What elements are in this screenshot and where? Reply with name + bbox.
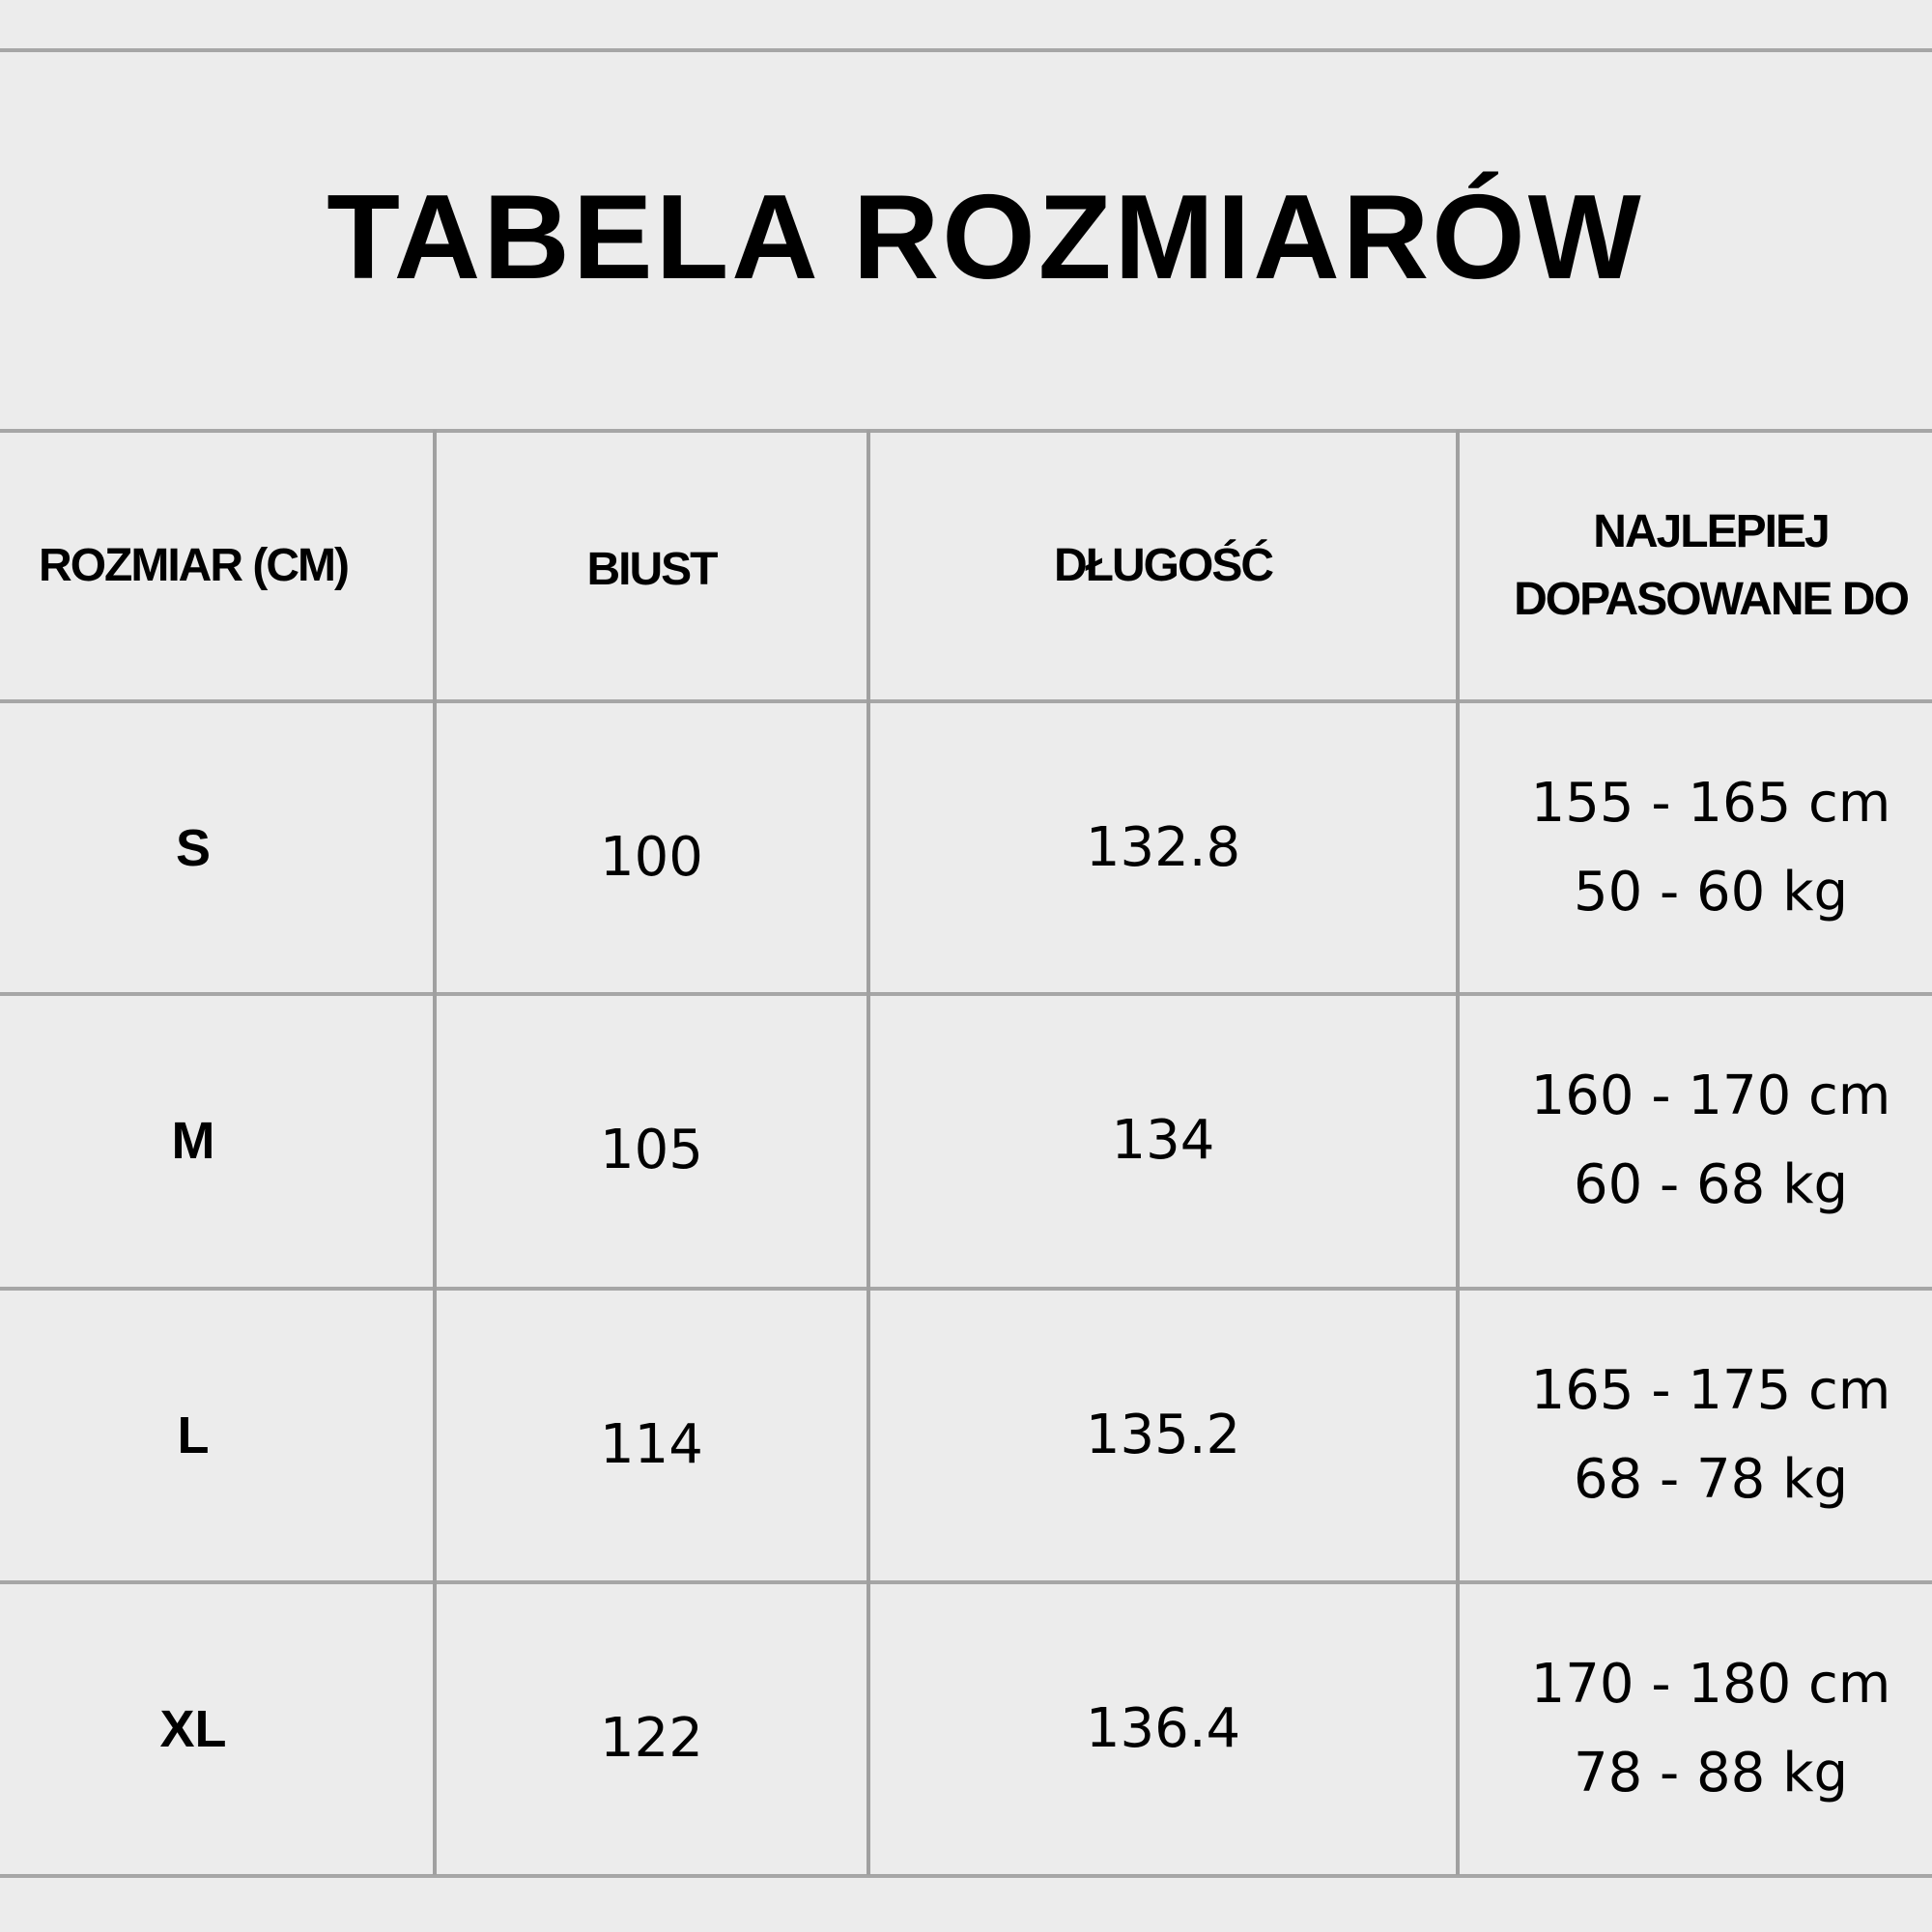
fit-cell: 155 - 165 cm 50 - 60 kg (1460, 703, 1932, 993)
length-cell: 135.2 (870, 1291, 1456, 1580)
size-label: L (177, 1406, 210, 1464)
size-cell: XL (0, 1584, 386, 1874)
bust-value: 105 (600, 1119, 703, 1181)
bust-value: 114 (600, 1413, 703, 1476)
weight-range: 50 - 60 kg (1573, 861, 1849, 923)
height-range: 165 - 175 cm (1530, 1359, 1891, 1422)
column-border (1456, 430, 1460, 1875)
fit-cell: 160 - 170 cm 60 - 68 kg (1460, 996, 1932, 1286)
height-range: 170 - 180 cm (1530, 1653, 1891, 1716)
bust-cell: 122 (437, 1594, 867, 1884)
length-value: 136.4 (1085, 1697, 1241, 1760)
header-length: DŁUGOŚĆ (870, 433, 1456, 699)
header-bust: BIUST (437, 437, 867, 703)
header-fit: NAJLEPIEJ DOPASOWANE DO (1460, 433, 1932, 699)
size-label: M (171, 1112, 215, 1170)
column-border (433, 430, 437, 1875)
size-label: XL (159, 1700, 227, 1758)
bust-cell: 105 (437, 1006, 867, 1295)
length-value: 134 (1111, 1109, 1215, 1172)
weight-range: 78 - 88 kg (1573, 1742, 1849, 1804)
fit-cell: 170 - 180 cm 78 - 88 kg (1460, 1584, 1932, 1874)
table-border (0, 1287, 1932, 1291)
length-cell: 132.8 (870, 703, 1456, 993)
header-label: DŁUGOŚĆ (1054, 540, 1274, 591)
length-value: 132.8 (1085, 816, 1241, 879)
header-size: ROZMIAR (CM) (0, 433, 386, 699)
fit-cell: 165 - 175 cm 68 - 78 kg (1460, 1291, 1932, 1580)
page-title: TABELA ROZMIARÓW (327, 171, 1644, 304)
bust-value: 100 (600, 826, 703, 889)
table-border (0, 992, 1932, 996)
header-label: DOPASOWANE DO (1514, 574, 1910, 625)
bust-value: 122 (600, 1707, 703, 1770)
bust-cell: 114 (437, 1300, 867, 1590)
table-border (0, 699, 1932, 703)
header-label: ROZMIAR (CM) (39, 540, 350, 591)
table-border (0, 1580, 1932, 1584)
bust-cell: 100 (437, 713, 867, 1003)
length-cell: 134 (870, 996, 1456, 1286)
header-label: NAJLEPIEJ (1593, 506, 1830, 557)
header-label: BIUST (586, 544, 719, 595)
weight-range: 60 - 68 kg (1573, 1153, 1849, 1216)
table-border (0, 1874, 1932, 1878)
top-divider (0, 48, 1932, 52)
size-cell: S (0, 703, 386, 993)
weight-range: 68 - 78 kg (1573, 1448, 1849, 1511)
table-border (0, 429, 1932, 433)
length-value: 135.2 (1085, 1404, 1241, 1466)
column-border (867, 430, 870, 1875)
size-cell: L (0, 1291, 386, 1580)
length-cell: 136.4 (870, 1584, 1456, 1874)
size-cell: M (0, 996, 386, 1286)
height-range: 160 - 170 cm (1530, 1065, 1891, 1127)
height-range: 155 - 165 cm (1530, 772, 1891, 835)
size-label: S (175, 819, 212, 877)
